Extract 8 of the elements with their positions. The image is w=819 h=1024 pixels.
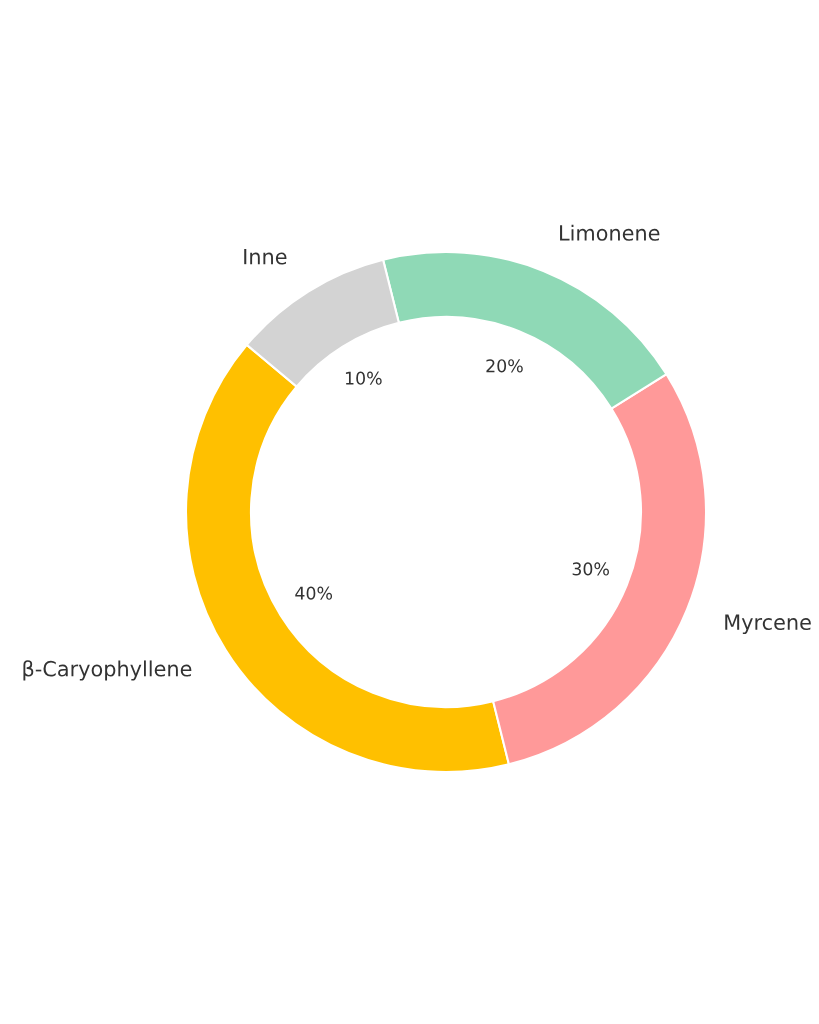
slice-label: Limonene <box>560 224 660 241</box>
slice-label: Inne <box>244 248 287 265</box>
data-label: 40% <box>295 586 333 600</box>
data-label: 30% <box>572 562 609 576</box>
slice-label: β-Caryophyllene <box>23 660 192 681</box>
data-label: 20% <box>486 359 523 373</box>
slice-label: Myrcene <box>725 614 811 635</box>
data-label: 10% <box>345 371 382 385</box>
